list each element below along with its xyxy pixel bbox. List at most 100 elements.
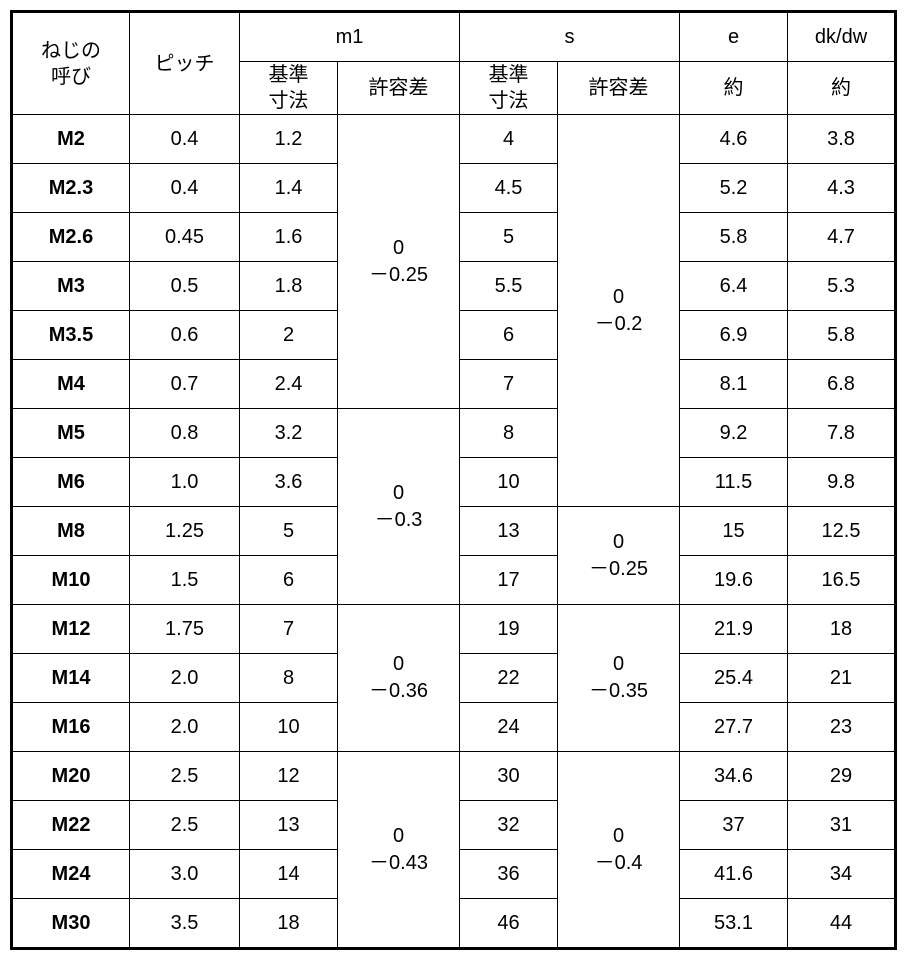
cell-pitch: 0.8: [130, 409, 240, 458]
cell-pitch: 2.5: [130, 752, 240, 801]
cell-m1: 1.6: [240, 213, 338, 262]
cell-m1: 13: [240, 801, 338, 850]
cell-name: M14: [12, 654, 130, 703]
hdr-s-ref: 基準寸法: [460, 62, 558, 115]
hdr-thread: ねじの呼び: [12, 12, 130, 115]
cell-m1: 2.4: [240, 360, 338, 409]
spec-table: ねじの呼び ピッチ m1 s e dk/dw 基準寸法 許容差 基準寸法 許容差…: [10, 10, 897, 950]
hdr-s-tol: 許容差: [558, 62, 680, 115]
cell-m1: 1.8: [240, 262, 338, 311]
cell-dk: 7.8: [788, 409, 896, 458]
cell-e: 37: [680, 801, 788, 850]
cell-e: 19.6: [680, 556, 788, 605]
hdr-m1-ref: 基準寸法: [240, 62, 338, 115]
cell-name: M2.3: [12, 164, 130, 213]
cell-name: M12: [12, 605, 130, 654]
cell-dk: 21: [788, 654, 896, 703]
cell-e: 5.2: [680, 164, 788, 213]
cell-pitch: 0.4: [130, 115, 240, 164]
cell-name: M10: [12, 556, 130, 605]
cell-s: 10: [460, 458, 558, 507]
cell-pitch: 1.5: [130, 556, 240, 605]
cell-e: 27.7: [680, 703, 788, 752]
cell-pitch: 2.0: [130, 654, 240, 703]
cell-s: 46: [460, 899, 558, 949]
hdr-m1: m1: [240, 12, 460, 62]
cell-pitch: 1.75: [130, 605, 240, 654]
table-row: M5 0.8 3.2 0－0.3 8 9.2 7.8: [12, 409, 896, 458]
cell-name: M8: [12, 507, 130, 556]
cell-s: 17: [460, 556, 558, 605]
cell-pitch: 0.45: [130, 213, 240, 262]
cell-m1-tol-c: 0－0.36: [338, 605, 460, 752]
cell-pitch: 3.5: [130, 899, 240, 949]
cell-s: 32: [460, 801, 558, 850]
cell-s-tol-b: 0－0.25: [558, 507, 680, 605]
cell-e: 11.5: [680, 458, 788, 507]
cell-dk: 31: [788, 801, 896, 850]
cell-s-tol-a: 0－0.2: [558, 115, 680, 507]
cell-dk: 9.8: [788, 458, 896, 507]
table-row: M12 1.75 7 0－0.36 19 0－0.35 21.9 18: [12, 605, 896, 654]
cell-s: 5: [460, 213, 558, 262]
cell-e: 15: [680, 507, 788, 556]
hdr-e-approx: 約: [680, 62, 788, 115]
cell-m1: 3.6: [240, 458, 338, 507]
cell-e: 34.6: [680, 752, 788, 801]
cell-dk: 4.7: [788, 213, 896, 262]
hdr-pitch: ピッチ: [130, 12, 240, 115]
cell-name: M20: [12, 752, 130, 801]
cell-e: 6.9: [680, 311, 788, 360]
cell-m1: 6: [240, 556, 338, 605]
cell-pitch: 0.6: [130, 311, 240, 360]
cell-pitch: 0.5: [130, 262, 240, 311]
cell-m1-tol-a: 0－0.25: [338, 115, 460, 409]
cell-s: 4.5: [460, 164, 558, 213]
table-row: M20 2.5 12 0－0.43 30 0－0.4 34.6 29: [12, 752, 896, 801]
cell-name: M24: [12, 850, 130, 899]
cell-e: 6.4: [680, 262, 788, 311]
cell-m1: 8: [240, 654, 338, 703]
cell-pitch: 0.7: [130, 360, 240, 409]
cell-m1-tol-d: 0－0.43: [338, 752, 460, 949]
cell-dk: 18: [788, 605, 896, 654]
cell-pitch: 0.4: [130, 164, 240, 213]
cell-m1: 1.2: [240, 115, 338, 164]
cell-e: 4.6: [680, 115, 788, 164]
cell-e: 25.4: [680, 654, 788, 703]
cell-s: 5.5: [460, 262, 558, 311]
header-row-1: ねじの呼び ピッチ m1 s e dk/dw: [12, 12, 896, 62]
cell-e: 21.9: [680, 605, 788, 654]
cell-name: M2: [12, 115, 130, 164]
cell-dk: 44: [788, 899, 896, 949]
cell-e: 5.8: [680, 213, 788, 262]
cell-dk: 5.3: [788, 262, 896, 311]
cell-dk: 5.8: [788, 311, 896, 360]
cell-pitch: 2.5: [130, 801, 240, 850]
cell-s: 36: [460, 850, 558, 899]
cell-name: M4: [12, 360, 130, 409]
cell-s: 6: [460, 311, 558, 360]
cell-dk: 16.5: [788, 556, 896, 605]
hdr-m1-tol: 許容差: [338, 62, 460, 115]
cell-m1: 1.4: [240, 164, 338, 213]
cell-s: 13: [460, 507, 558, 556]
cell-name: M3: [12, 262, 130, 311]
cell-pitch: 1.25: [130, 507, 240, 556]
cell-dk: 23: [788, 703, 896, 752]
cell-s: 24: [460, 703, 558, 752]
cell-name: M2.6: [12, 213, 130, 262]
cell-s: 4: [460, 115, 558, 164]
cell-name: M6: [12, 458, 130, 507]
cell-pitch: 3.0: [130, 850, 240, 899]
cell-dk: 6.8: [788, 360, 896, 409]
cell-dk: 12.5: [788, 507, 896, 556]
cell-m1: 12: [240, 752, 338, 801]
cell-name: M3.5: [12, 311, 130, 360]
cell-m1: 18: [240, 899, 338, 949]
cell-e: 53.1: [680, 899, 788, 949]
hdr-e: e: [680, 12, 788, 62]
cell-e: 9.2: [680, 409, 788, 458]
hdr-s: s: [460, 12, 680, 62]
cell-m1: 14: [240, 850, 338, 899]
